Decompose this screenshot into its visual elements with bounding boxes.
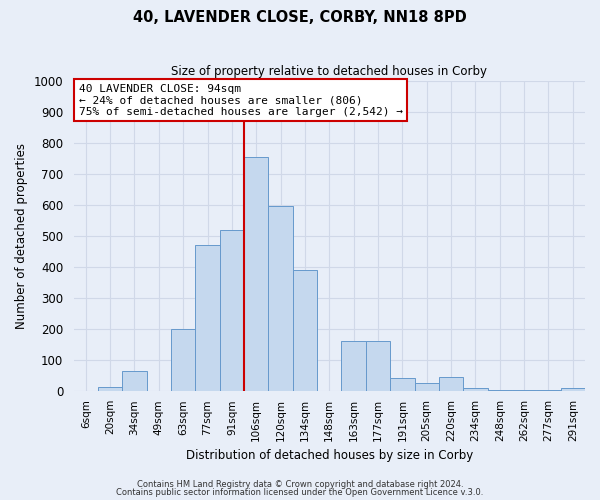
Bar (560, 388, 585, 392)
Bar (341, 341, 366, 392)
Bar (512, 390, 536, 392)
Text: 40 LAVENDER CLOSE: 94sqm
← 24% of detached houses are smaller (806)
75% of semi-: 40 LAVENDER CLOSE: 94sqm ← 24% of detach… (79, 84, 403, 117)
Y-axis label: Number of detached properties: Number of detached properties (15, 143, 28, 329)
Text: 40, LAVENDER CLOSE, CORBY, NN18 8PD: 40, LAVENDER CLOSE, CORBY, NN18 8PD (133, 10, 467, 25)
Bar (293, 270, 317, 392)
Bar (366, 341, 390, 392)
Bar (268, 206, 293, 392)
Title: Size of property relative to detached houses in Corby: Size of property relative to detached ho… (171, 65, 487, 78)
Bar (439, 378, 463, 392)
Bar (196, 246, 220, 392)
Bar (415, 382, 439, 392)
Bar (122, 371, 146, 392)
Bar (244, 156, 268, 392)
X-axis label: Distribution of detached houses by size in Corby: Distribution of detached houses by size … (185, 450, 473, 462)
Text: Contains public sector information licensed under the Open Government Licence v.: Contains public sector information licen… (116, 488, 484, 497)
Bar (390, 378, 415, 392)
Bar (171, 329, 196, 392)
Bar (98, 386, 122, 392)
Bar (488, 390, 512, 392)
Text: Contains HM Land Registry data © Crown copyright and database right 2024.: Contains HM Land Registry data © Crown c… (137, 480, 463, 489)
Bar (463, 388, 488, 392)
Bar (220, 230, 244, 392)
Bar (536, 390, 560, 392)
